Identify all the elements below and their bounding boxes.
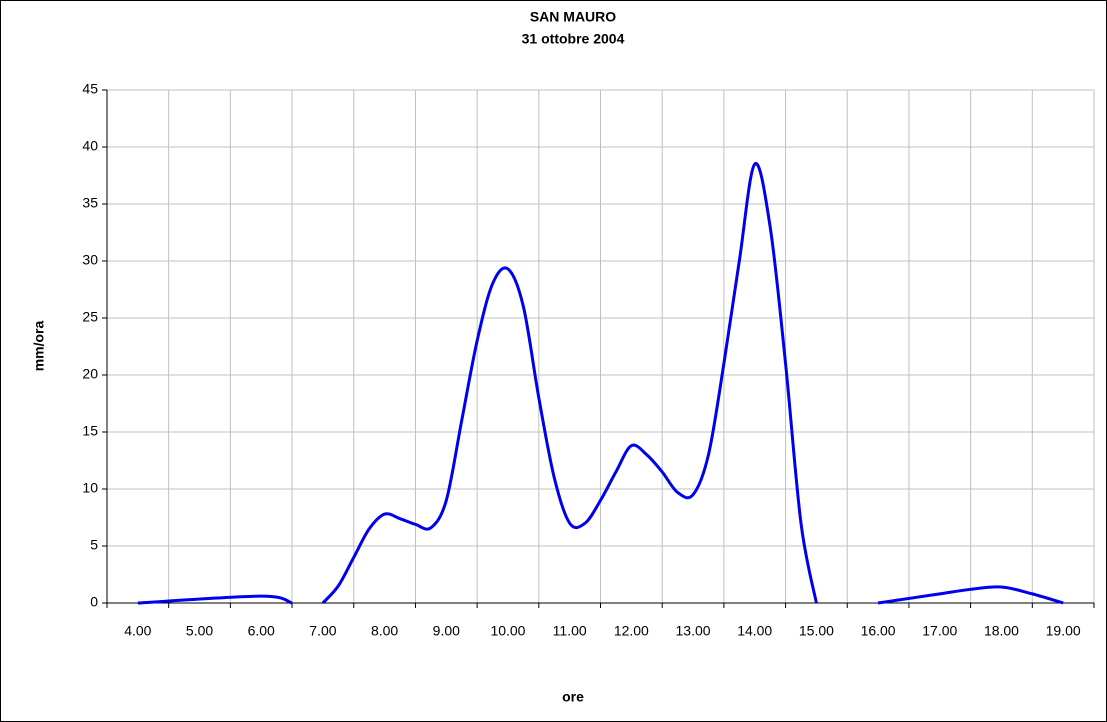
y-tick-label: 0 <box>90 594 98 610</box>
x-tick-label: 7.00 <box>309 623 336 639</box>
x-tick-label: 4.00 <box>124 623 151 639</box>
y-tick-label: 15 <box>82 423 98 439</box>
x-tick-label: 9.00 <box>433 623 460 639</box>
x-tick-label: 10.00 <box>490 623 525 639</box>
y-tick-label: 45 <box>82 81 98 97</box>
x-tick-label: 17.00 <box>922 623 957 639</box>
x-tick-label: 16.00 <box>861 623 896 639</box>
y-tick-label: 30 <box>82 252 98 268</box>
chart-title: SAN MAURO <box>530 9 616 25</box>
y-axis-label: mm/ora <box>31 321 47 372</box>
x-axis-label: ore <box>562 689 584 705</box>
x-tick-label: 12.00 <box>614 623 649 639</box>
x-tick-label: 8.00 <box>371 623 398 639</box>
x-tick-label: 6.00 <box>248 623 275 639</box>
y-tick-label: 40 <box>82 138 98 154</box>
x-tick-label: 19.00 <box>1046 623 1081 639</box>
line-series <box>137 594 293 605</box>
y-tick-label: 25 <box>82 309 98 325</box>
x-tick-label: 15.00 <box>799 623 834 639</box>
line-series <box>321 162 818 605</box>
line-series <box>877 585 1064 605</box>
x-tick-label: 14.00 <box>737 623 772 639</box>
y-tick-label: 35 <box>82 195 98 211</box>
x-tick-label: 13.00 <box>676 623 711 639</box>
y-tick-label: 20 <box>82 366 98 382</box>
y-tick-label: 5 <box>90 537 98 553</box>
y-tick-label: 10 <box>82 480 98 496</box>
x-tick-label: 5.00 <box>186 623 213 639</box>
chart-subtitle: 31 ottobre 2004 <box>522 31 625 47</box>
x-tick-label: 11.00 <box>553 623 587 639</box>
x-tick-label: 18.00 <box>984 623 1019 639</box>
